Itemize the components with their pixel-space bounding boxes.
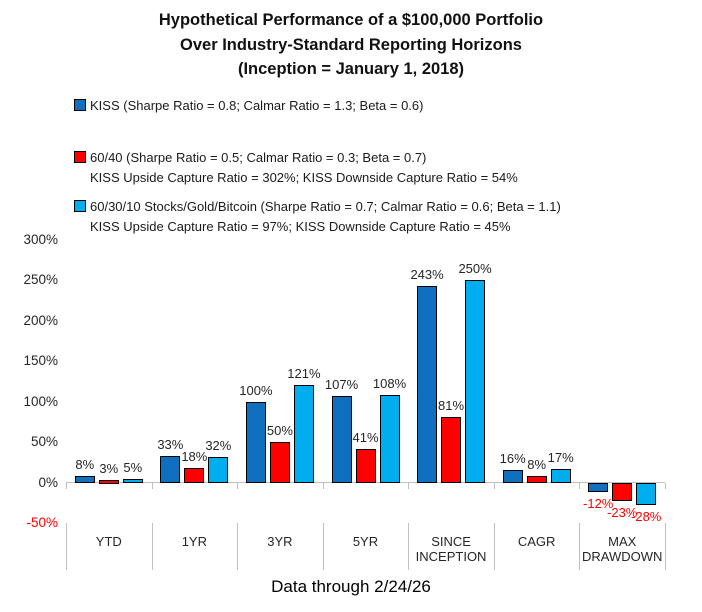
category-separator xyxy=(493,523,495,570)
value-label-60-30-10-stocks-gold-bitcoin-max-drawdown: -28% xyxy=(631,509,662,525)
y-axis-label-100: 100% xyxy=(23,393,58,409)
y-axis-label-250: 250% xyxy=(23,272,58,288)
axis-tick xyxy=(665,482,666,489)
axis-tick xyxy=(237,482,239,489)
footer-caption: Data through 2/24/26 xyxy=(271,577,431,596)
y-axis-label-300: 300% xyxy=(23,232,58,247)
legend-swatch-60-30-10-icon xyxy=(74,200,86,212)
bar-60-30-10-stocks-gold-bitcoin-1yr xyxy=(208,456,229,483)
value-label-60-30-10-stocks-gold-bitcoin-ytd: 5% xyxy=(123,459,143,475)
value-label-kiss-cagr: 16% xyxy=(499,450,526,466)
bar-60-40-cagr xyxy=(526,476,547,483)
value-label-kiss-5yr: 107% xyxy=(324,377,359,393)
legend-subline-60-40: KISS Upside Capture Ratio = 302%; KISS D… xyxy=(90,170,518,185)
category-separator xyxy=(408,523,410,570)
axis-tick xyxy=(408,482,410,489)
bar-60-40-5yr xyxy=(355,449,376,483)
value-label-60-40-5yr: 41% xyxy=(352,430,379,446)
legend-subline-60-30-10: KISS Upside Capture Ratio = 97%; KISS Do… xyxy=(90,219,511,234)
bar-kiss-ytd xyxy=(74,476,95,483)
category-separator xyxy=(151,523,153,570)
title-line-2: Over Industry-Standard Reporting Horizon… xyxy=(180,35,522,54)
value-label-60-40-1yr: 18% xyxy=(181,449,208,465)
legend-label-60-40: 60/40 (Sharpe Ratio = 0.5; Calmar Ratio … xyxy=(90,149,427,165)
y-axis-label-50: 50% xyxy=(30,434,58,450)
bar-60-40-ytd xyxy=(98,480,119,485)
value-label-60-40-since-inception: 81% xyxy=(438,398,465,414)
bar-kiss-max-drawdown xyxy=(588,482,609,493)
chart-legend: KISS (Sharpe Ratio = 0.8; Calmar Ratio =… xyxy=(74,97,561,247)
value-label-60-40-cagr: 8% xyxy=(527,457,547,473)
bar-kiss-5yr xyxy=(331,396,352,483)
value-label-60-30-10-stocks-gold-bitcoin-1yr: 32% xyxy=(205,437,232,453)
x-axis-label-3yr: 3YR xyxy=(267,534,293,549)
axis-tick xyxy=(66,482,67,489)
x-axis-label-ytd: YTD xyxy=(95,534,122,549)
legend-label-kiss: KISS (Sharpe Ratio = 0.8; Calmar Ratio =… xyxy=(90,97,424,113)
value-label-kiss-max-drawdown: -12% xyxy=(583,496,614,512)
y-axis-label-150: 150% xyxy=(23,353,58,369)
legend-item-kiss: KISS (Sharpe Ratio = 0.8; Calmar Ratio =… xyxy=(74,97,561,113)
y-axis-label-0: 0% xyxy=(38,474,58,490)
bar-60-30-10-stocks-gold-bitcoin-since-inception xyxy=(465,280,486,483)
bar-60-30-10-stocks-gold-bitcoin-5yr xyxy=(379,395,400,483)
value-label-kiss-1yr: 33% xyxy=(157,436,184,452)
bar-kiss-1yr xyxy=(160,455,181,483)
y-axis-label-200: 200% xyxy=(23,312,58,328)
category-separator xyxy=(665,523,666,570)
bar-kiss-3yr xyxy=(245,401,266,483)
value-label-kiss-ytd: 8% xyxy=(75,457,95,473)
legend-item-60-40: 60/40 (Sharpe Ratio = 0.5; Calmar Ratio … xyxy=(74,149,561,186)
x-axis-label-since-inception: SINCE INCEPTION xyxy=(415,534,487,564)
bar-kiss-cagr xyxy=(502,469,523,483)
value-label-60-40-ytd: 3% xyxy=(99,461,119,477)
bar-60-30-10-stocks-gold-bitcoin-3yr xyxy=(293,384,314,483)
axis-tick xyxy=(322,482,324,489)
value-label-60-30-10-stocks-gold-bitcoin-cagr: 17% xyxy=(547,449,574,465)
value-label-kiss-since-inception: 243% xyxy=(410,267,444,283)
value-label-60-40-max-drawdown: -23% xyxy=(607,505,638,521)
legend-swatch-kiss-icon xyxy=(74,99,86,111)
axis-tick xyxy=(579,482,581,489)
title-line-3: (Inception = January 1, 2018) xyxy=(237,60,465,78)
x-axis-label-5yr: 5YR xyxy=(352,534,379,549)
y-axis-label--50: -50% xyxy=(26,515,58,530)
bar-60-40-1yr xyxy=(184,468,205,483)
axis-tick xyxy=(493,482,495,489)
legend-item-60-30-10: 60/30/10 Stocks/Gold/Bitcoin (Sharpe Rat… xyxy=(74,198,561,235)
x-axis-line xyxy=(66,482,665,484)
legend-swatch-60-40-icon xyxy=(74,151,86,163)
x-axis-label-cagr: CAGR xyxy=(517,534,556,549)
chart-title: Hypothetical Performance of a $100,000 P… xyxy=(0,8,702,82)
value-label-kiss-3yr: 100% xyxy=(239,382,273,398)
value-label-60-30-10-stocks-gold-bitcoin-since-inception: 250% xyxy=(458,261,492,277)
value-label-60-30-10-stocks-gold-bitcoin-3yr: 121% xyxy=(287,365,321,381)
bar-60-30-10-stocks-gold-bitcoin-max-drawdown xyxy=(636,482,657,506)
title-line-1: Hypothetical Performance of a $100,000 P… xyxy=(158,11,544,29)
bar-60-40-max-drawdown xyxy=(612,482,633,502)
bar-60-30-10-stocks-gold-bitcoin-ytd xyxy=(122,478,143,483)
bar-60-40-3yr xyxy=(269,442,290,483)
x-axis-label-1yr: 1YR xyxy=(181,534,207,549)
value-label-60-40-3yr: 50% xyxy=(266,423,293,439)
legend-label-60-30-10: 60/30/10 Stocks/Gold/Bitcoin (Sharpe Rat… xyxy=(90,198,561,214)
value-label-60-30-10-stocks-gold-bitcoin-5yr: 108% xyxy=(372,376,407,392)
category-separator xyxy=(322,523,324,570)
bar-60-40-since-inception xyxy=(441,417,462,483)
category-separator xyxy=(579,523,581,570)
axis-tick xyxy=(151,482,153,489)
bar-60-30-10-stocks-gold-bitcoin-cagr xyxy=(550,468,571,483)
category-separator xyxy=(66,523,67,570)
x-axis-label-max-drawdown: MAX DRAWDOWN xyxy=(582,534,663,564)
category-separator xyxy=(237,523,239,570)
bar-kiss-since-inception xyxy=(417,286,438,483)
